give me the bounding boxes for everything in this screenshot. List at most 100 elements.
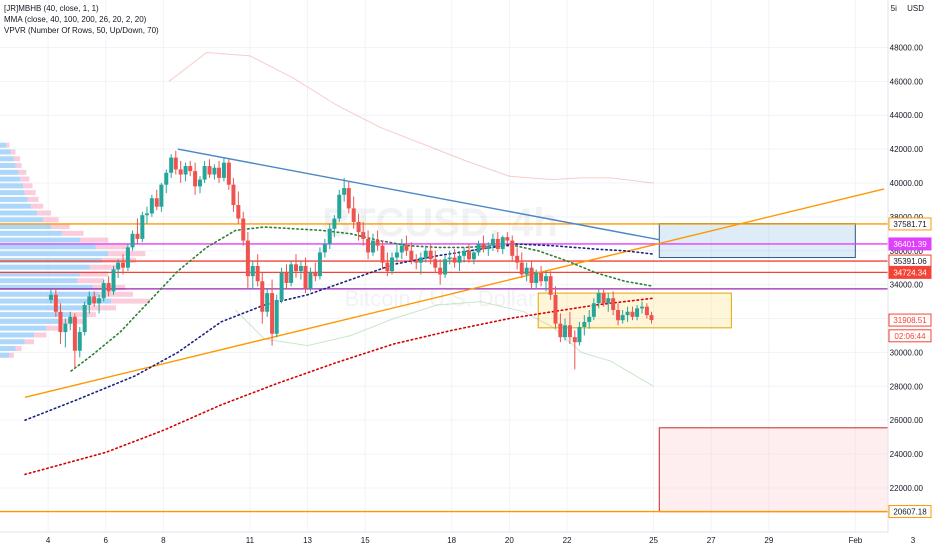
candle-up: [635, 308, 640, 317]
candle-up: [97, 298, 102, 304]
candle-up: [308, 272, 313, 289]
vpvr-bar-down: [6, 142, 10, 148]
candle-down: [260, 281, 265, 312]
moving-averages: [24, 226, 655, 476]
x-tick-label: 29: [764, 536, 773, 545]
candle-down: [178, 169, 183, 175]
candle-down: [404, 245, 409, 251]
chart-grid: [0, 0, 914, 532]
candle-down: [270, 293, 275, 334]
candle-up: [443, 259, 448, 275]
candle-down: [193, 171, 198, 187]
candle-down: [414, 260, 419, 263]
vpvr-bar-down: [18, 169, 27, 175]
candle-down: [553, 294, 558, 324]
trendline-descending[interactable]: [177, 148, 660, 241]
candle-down: [245, 240, 250, 277]
vpvr-bar-up: [0, 271, 81, 277]
scale-label[interactable]: 5i: [890, 4, 897, 13]
candlestick-series: [48, 150, 654, 370]
y-tick-label: 30000.00: [890, 348, 924, 357]
legend-mbhb[interactable]: [JR]MBHB (40, close, 1, 1): [4, 4, 99, 13]
legend-vpvr[interactable]: VPVR (Number Of Rows, 50, Up/Down, 70): [4, 26, 159, 35]
candle-down: [154, 198, 159, 207]
candle-up: [582, 321, 587, 327]
candle-up: [68, 316, 73, 324]
candle-up: [77, 332, 82, 351]
vpvr-bar-up: [0, 244, 96, 250]
blue-box[interactable]: [658, 223, 856, 259]
tag-box: [888, 237, 932, 251]
vpvr-bar-down: [23, 183, 33, 189]
currency-label[interactable]: USD: [907, 4, 924, 13]
yellow-box[interactable]: [537, 292, 732, 329]
vpvr-bar-down: [20, 176, 30, 182]
y-tick-label: 26000.00: [890, 416, 924, 425]
vpvr-bar-up: [0, 339, 25, 345]
candle-up: [500, 237, 505, 250]
vpvr-bar-up: [0, 149, 11, 155]
candle-up: [317, 252, 322, 277]
candle-down: [649, 315, 654, 321]
vpvr-bar-down: [34, 332, 47, 338]
candle-down: [226, 162, 231, 185]
vpvr-bar-down: [10, 149, 16, 155]
candle-down: [135, 233, 140, 239]
vpvr-bar-down: [98, 291, 133, 297]
candle-up: [620, 315, 625, 321]
scale-controls: 5i USD: [891, 4, 924, 13]
red-box[interactable]: [658, 427, 908, 513]
candle-up: [101, 282, 106, 299]
candle-up: [289, 264, 294, 283]
vpvr-bar-up: [0, 318, 62, 324]
candle-down: [452, 257, 457, 263]
candle-up: [140, 215, 145, 239]
vpvr-bar-up: [0, 163, 16, 169]
vpvr-bar-up: [0, 217, 44, 223]
candle-up: [149, 198, 154, 214]
ma-fast-line: [70, 226, 655, 372]
time-axis[interactable]: 4 6 8 11 13 15 18 20 22 25 27 29 Feb 3: [0, 531, 932, 550]
legend-mma[interactable]: MMA (close, 40, 100, 200, 26, 20, 2, 20): [4, 15, 147, 24]
candle-up: [159, 184, 164, 207]
candle-up: [524, 267, 529, 275]
candle-up: [490, 238, 495, 246]
candle-up: [265, 293, 270, 312]
vpvr-bar-up: [0, 142, 7, 148]
candle-up: [337, 194, 342, 219]
candle-up: [63, 323, 68, 333]
vpvr-bar-up: [0, 291, 99, 297]
candle-up: [82, 304, 87, 333]
candle-up: [471, 252, 476, 260]
candle-up: [423, 250, 428, 258]
candle-down: [294, 264, 299, 272]
vpvr-bar-down: [43, 217, 59, 223]
candle-up: [486, 245, 491, 250]
volume-profile: [0, 142, 150, 358]
vpvr-bar-up: [0, 285, 93, 291]
candle-down: [375, 240, 380, 246]
candle-up: [116, 262, 121, 270]
candle-up: [332, 218, 337, 229]
x-tick-label: 27: [707, 536, 716, 545]
vpvr-bar-down: [86, 305, 116, 311]
vpvr-bar-down: [27, 196, 39, 202]
vpvr-bar-down: [61, 230, 84, 236]
vpvr-bar-down: [46, 325, 62, 331]
y-tick-label: 48000.00: [890, 43, 924, 52]
candle-down: [409, 250, 414, 261]
y-tick-label: 42000.00: [890, 145, 924, 154]
tag-34724: 34724.34: [888, 265, 932, 279]
candle-down: [529, 267, 534, 283]
trendlines[interactable]: [24, 148, 885, 398]
price-tags: 37581.71 36401.39 35391.06 34724.34 31908.51…: [888, 217, 932, 519]
candle-up: [596, 293, 601, 304]
tag-20607: 20607.18: [888, 505, 932, 519]
candle-down: [207, 166, 212, 175]
x-tick-label: 3: [911, 536, 916, 545]
rectangle-zones[interactable]: [537, 223, 908, 513]
trendline-ascending[interactable]: [24, 188, 885, 398]
candle-up: [639, 306, 644, 309]
candle-up: [87, 296, 92, 305]
